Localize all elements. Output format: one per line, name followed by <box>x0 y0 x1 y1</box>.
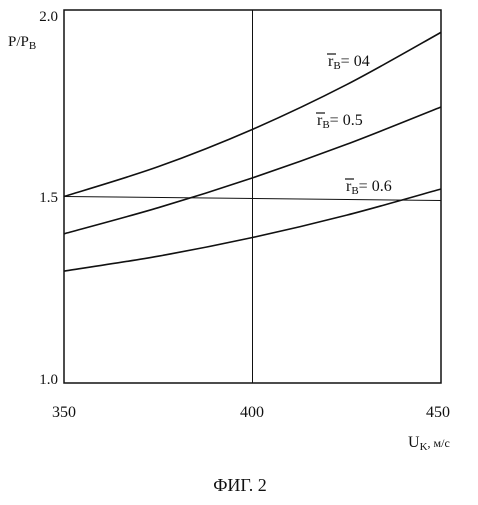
y-tick-label-1-0: 1.0 <box>39 372 58 388</box>
x-tick-label-400: 400 <box>240 404 264 421</box>
series-label-04: rB= 04 <box>328 53 370 72</box>
x-tick-label-350: 350 <box>52 404 76 421</box>
y-tick-label-1-5: 1.5 <box>39 190 58 206</box>
series-label-06: rB= 0.6 <box>346 178 392 197</box>
x-axis-label: UK, м/с <box>408 434 450 453</box>
y-axis-label: P/PB <box>8 34 36 52</box>
series-label-05: rB= 0.5 <box>317 112 363 131</box>
figure-caption: ФИГ. 2 <box>213 475 267 495</box>
y-tick-label-2-0: 2.0 <box>39 9 58 25</box>
x-tick-label-450: 450 <box>426 404 450 421</box>
grid-lines <box>64 10 441 383</box>
